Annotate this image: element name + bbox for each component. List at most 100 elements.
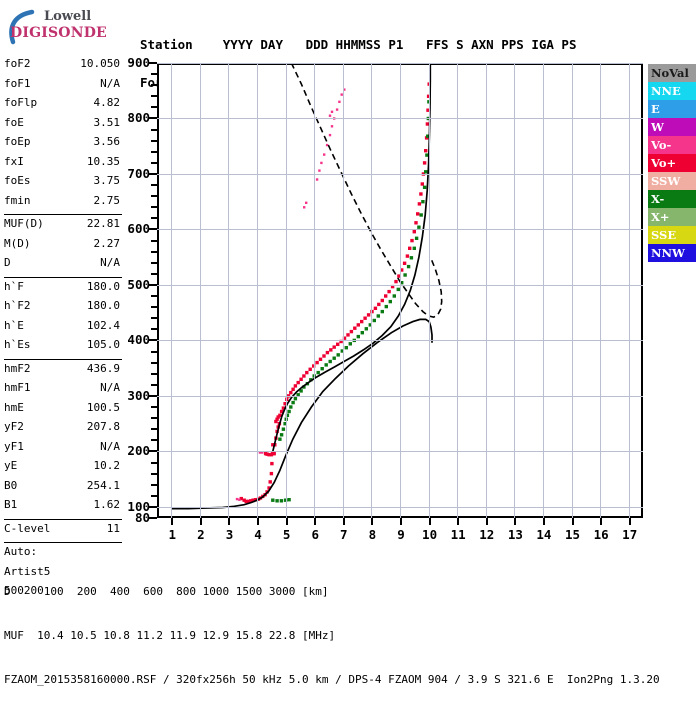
param-key: foE bbox=[4, 115, 24, 129]
legend-item-x-[interactable]: X+ bbox=[648, 208, 696, 226]
legend-item-vo-[interactable]: Vo+ bbox=[648, 154, 696, 172]
param-key: foF1 bbox=[4, 76, 31, 90]
y-axis-minor-tick bbox=[151, 272, 157, 275]
y-axis-minor-tick bbox=[151, 128, 157, 131]
vertical-gridline bbox=[199, 63, 201, 518]
param-key: fmin bbox=[4, 193, 31, 207]
x-axis-tick bbox=[371, 518, 374, 525]
y-axis-minor-tick bbox=[151, 206, 157, 209]
legend-item-x-[interactable]: X- bbox=[648, 190, 696, 208]
legend-item-noval[interactable]: NoVal bbox=[648, 64, 696, 82]
logo-arc-icon bbox=[9, 9, 35, 45]
vertical-gridline bbox=[571, 63, 573, 518]
y-axis-label: 400 bbox=[127, 332, 150, 348]
param-row-he: h`E 102.4 bbox=[4, 319, 122, 339]
param-value: 1.62 bbox=[93, 498, 121, 511]
y-axis-major-tick bbox=[148, 517, 157, 519]
param-key: yF1 bbox=[4, 439, 24, 453]
legend-item-vo-[interactable]: Vo- bbox=[648, 136, 696, 154]
legend-item-nnw[interactable]: NNW bbox=[648, 244, 696, 262]
param-row-mufd: MUF(D) 22.81 bbox=[4, 217, 122, 237]
trace-muf-curve-dashed-black bbox=[290, 63, 443, 318]
x-axis-tick bbox=[342, 518, 345, 525]
y-axis-minor-tick bbox=[151, 350, 157, 353]
auto-label: Auto: bbox=[4, 545, 38, 558]
y-axis-minor-tick bbox=[151, 195, 157, 198]
param-row-foes: foEs 3.75 bbox=[4, 174, 122, 194]
ionogram-plot-area[interactable] bbox=[157, 63, 643, 518]
param-key: yE bbox=[4, 459, 18, 472]
x-axis-label: 9 bbox=[397, 527, 405, 542]
param-key: hmE bbox=[4, 400, 24, 414]
trace-model-profile-solid-black bbox=[171, 318, 433, 510]
param-row-fxi: fxI 10.35 bbox=[4, 155, 122, 175]
vertical-gridline bbox=[600, 63, 602, 518]
legend-item-w[interactable]: W bbox=[648, 118, 696, 136]
vertical-gridline bbox=[171, 63, 173, 518]
param-value: 22.81 bbox=[86, 217, 120, 230]
param-group-divider bbox=[4, 542, 122, 543]
horizontal-gridline bbox=[157, 173, 643, 175]
footer-distance-row: D 100 200 400 600 800 1000 1500 3000 [km… bbox=[4, 585, 329, 599]
param-value: N/A bbox=[100, 76, 120, 90]
param-group-divider bbox=[4, 358, 122, 360]
y-axis-major-tick bbox=[148, 339, 157, 342]
auto-program: Artist5 bbox=[4, 564, 51, 578]
param-value: 10.2 bbox=[93, 459, 121, 472]
y-axis-minor-tick bbox=[151, 139, 157, 142]
y-axis-major-tick bbox=[148, 505, 157, 508]
plot-frame-left bbox=[157, 63, 159, 518]
vertical-gridline bbox=[457, 63, 459, 518]
legend-item-e[interactable]: E bbox=[648, 100, 696, 118]
param-key: foEp bbox=[4, 135, 31, 148]
x-axis-label: 5 bbox=[282, 527, 291, 542]
y-axis-minor-tick bbox=[151, 428, 157, 431]
param-value: 11 bbox=[106, 521, 120, 535]
y-axis-label: 900 bbox=[127, 55, 150, 70]
x-axis-label: 2 bbox=[197, 527, 205, 542]
horizontal-gridline bbox=[157, 63, 643, 64]
x-axis-tick bbox=[314, 518, 317, 525]
x-axis-label: 6 bbox=[311, 527, 319, 542]
y-axis-minor-tick bbox=[151, 295, 157, 298]
trace-x-trace-green bbox=[271, 100, 431, 503]
y-axis-label: 300 bbox=[127, 387, 150, 403]
y-axis-minor-tick bbox=[151, 306, 157, 309]
y-axis-label: 600 bbox=[127, 221, 150, 237]
ionogram-traces bbox=[171, 63, 443, 510]
param-row-fmin: fmin 2.75 bbox=[4, 194, 122, 214]
y-axis-label: 100 bbox=[127, 498, 150, 514]
param-row-yf1: yF1 N/A bbox=[4, 440, 122, 460]
polarization-legend[interactable]: NoVal NNE E W Vo- Vo+ SSW X- X+ SSE NNW bbox=[648, 64, 696, 262]
y-axis-label: 200 bbox=[127, 443, 150, 459]
param-key: B1 bbox=[4, 498, 18, 511]
param-key: h`F2 bbox=[4, 299, 31, 312]
horizontal-gridline bbox=[157, 506, 643, 508]
vertical-gridline bbox=[428, 63, 430, 518]
logo-lowell-text: Lowell bbox=[44, 9, 92, 24]
horizontal-gridline bbox=[157, 118, 643, 120]
legend-item-sse[interactable]: SSE bbox=[648, 226, 696, 244]
trace-vo-magenta-sparse-echoes bbox=[235, 88, 346, 501]
x-axis-label: 13 bbox=[507, 527, 523, 542]
x-axis-tick bbox=[285, 518, 288, 525]
vertical-gridline bbox=[400, 63, 401, 518]
x-axis-label: 12 bbox=[479, 527, 495, 542]
param-row-md: M(D) 2.27 bbox=[4, 237, 122, 257]
param-row-b0: B0 254.1 bbox=[4, 479, 122, 499]
vertical-gridline bbox=[371, 63, 373, 518]
param-row-foe: foE 3.51 bbox=[4, 116, 122, 136]
param-row-hme: hmE 100.5 bbox=[4, 401, 122, 421]
param-value: 2.75 bbox=[93, 193, 121, 207]
param-key: M(D) bbox=[4, 236, 31, 250]
y-axis-label: 80 bbox=[134, 510, 150, 525]
param-group-divider bbox=[4, 276, 122, 278]
y-axis-minor-tick bbox=[151, 483, 157, 486]
vertical-gridline bbox=[542, 63, 544, 518]
footer-muf-row: MUF 10.4 10.5 10.8 11.2 11.9 12.9 15.8 2… bbox=[4, 628, 336, 642]
param-key: h`E bbox=[4, 318, 24, 332]
legend-item-nne[interactable]: NNE bbox=[648, 82, 696, 100]
vertical-gridline bbox=[314, 63, 316, 518]
param-key: D bbox=[4, 256, 11, 269]
legend-item-ssw[interactable]: SSW bbox=[648, 172, 696, 190]
